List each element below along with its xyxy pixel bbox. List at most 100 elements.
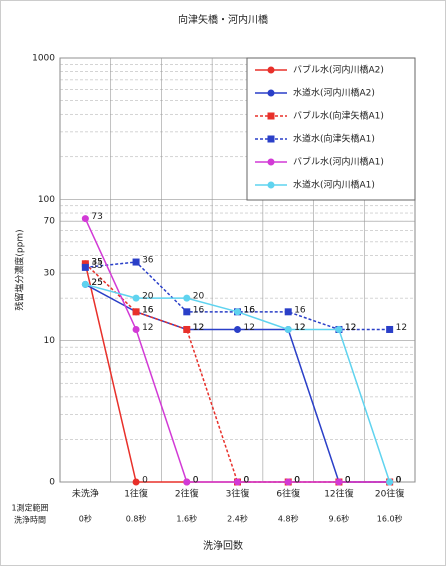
time-label: 4.8秒 xyxy=(278,514,299,524)
y-tick-label: 30 xyxy=(44,269,56,279)
y-tick-label: 1000 xyxy=(32,54,55,64)
point xyxy=(81,260,89,268)
x-tick-label: 20往復 xyxy=(375,488,404,500)
point xyxy=(183,478,191,486)
data-label: 0 xyxy=(244,476,250,486)
y-tick-label: 100 xyxy=(38,195,55,205)
x-tick-label: 1往復 xyxy=(124,488,148,500)
data-label: 12 xyxy=(345,323,356,333)
data-label: 12 xyxy=(142,323,153,333)
point xyxy=(284,325,292,333)
point xyxy=(132,308,140,316)
y-axis-title: 残留塩分濃度(ppm) xyxy=(14,229,26,310)
data-label: 0 xyxy=(244,476,250,486)
x-tick-label: 3往復 xyxy=(226,488,250,500)
point xyxy=(284,308,292,316)
data-label: 0 xyxy=(345,476,351,486)
data-label: 16 xyxy=(142,305,154,315)
time-label: 0秒 xyxy=(79,514,92,524)
data-label: 35 xyxy=(91,257,102,267)
point xyxy=(335,325,343,333)
data-label: 36 xyxy=(142,256,154,266)
data-label: 33 xyxy=(91,261,102,271)
data-label: 35 xyxy=(91,257,102,267)
data-label: 0 xyxy=(193,476,199,486)
y-tick-label: 10 xyxy=(44,336,56,346)
time-header: 1測定範囲 xyxy=(11,503,48,513)
data-label: 20 xyxy=(193,292,205,302)
x-tick-label: 2往復 xyxy=(175,488,199,500)
x-tick-label: 12往復 xyxy=(324,488,353,500)
point xyxy=(132,294,140,302)
legend-marker xyxy=(267,181,275,189)
point xyxy=(81,215,89,223)
point xyxy=(284,478,292,486)
data-label: 12 xyxy=(193,323,204,333)
x-tick-label: 未洗浄 xyxy=(72,488,99,500)
data-label: 0 xyxy=(193,476,199,486)
data-label: 0 xyxy=(396,476,402,486)
data-label: 16 xyxy=(294,305,306,315)
point xyxy=(132,478,140,486)
point xyxy=(234,325,241,333)
data-label: 0 xyxy=(294,476,300,486)
point xyxy=(386,478,394,486)
legend-label: 水道水(河内川橋A2) xyxy=(293,87,375,99)
data-label: 0 xyxy=(345,476,351,486)
point xyxy=(81,263,89,271)
data-label: 0 xyxy=(294,476,300,486)
data-label: 16 xyxy=(193,305,205,315)
time-label: 0.8秒 xyxy=(126,514,147,524)
legend-label: 水道水(向津矢橋A1) xyxy=(293,133,375,145)
data-label: 12 xyxy=(294,323,305,333)
time-label: 1.6秒 xyxy=(176,514,197,524)
legend-label: 水道水(河内川橋A1) xyxy=(293,179,375,191)
data-label: 0 xyxy=(396,476,402,486)
x-axis-title: 洗浄回数 xyxy=(203,539,243,552)
data-label: 0 xyxy=(396,476,402,486)
y-tick-label: 70 xyxy=(44,217,56,227)
point xyxy=(81,280,89,288)
point xyxy=(183,308,191,316)
time-label: 2.4秒 xyxy=(227,514,248,524)
data-label: 0 xyxy=(294,476,300,486)
time-header: 洗浄時間 xyxy=(14,515,46,525)
legend-marker xyxy=(267,66,275,74)
data-label: 20 xyxy=(142,292,154,302)
point xyxy=(183,325,191,333)
y-tick-label: 0 xyxy=(49,478,55,488)
legend-marker xyxy=(267,135,275,143)
data-label: 12 xyxy=(244,323,255,333)
point xyxy=(132,258,140,266)
point xyxy=(386,325,394,333)
point xyxy=(234,478,241,486)
data-label: 0 xyxy=(345,476,351,486)
point xyxy=(234,308,241,316)
time-label: 9.6秒 xyxy=(329,514,350,524)
data-label: 12 xyxy=(294,323,305,333)
data-label: 0 xyxy=(244,476,250,486)
data-label: 16 xyxy=(142,305,154,315)
legend-box xyxy=(246,57,416,201)
legend-label: バブル水(向津矢橋A1) xyxy=(293,110,384,122)
data-label: 0 xyxy=(396,476,402,486)
legend-label: バブル水(河内川橋A2) xyxy=(293,64,384,76)
data-label: 25 xyxy=(91,278,102,288)
data-label: 25 xyxy=(91,278,102,288)
data-label: 0 xyxy=(396,476,402,486)
legend-marker xyxy=(267,112,275,120)
data-label: 16 xyxy=(244,305,256,315)
point xyxy=(335,478,343,486)
x-tick-label: 6往復 xyxy=(276,488,300,500)
data-label: 73 xyxy=(91,212,102,222)
data-label: 12 xyxy=(345,323,356,333)
point xyxy=(183,294,191,302)
data-label: 16 xyxy=(244,305,256,315)
data-label: 12 xyxy=(193,323,204,333)
legend-marker xyxy=(267,89,275,97)
point xyxy=(132,325,140,333)
time-label: 16.0秒 xyxy=(377,514,403,524)
data-label: 0 xyxy=(345,476,351,486)
legend-label: バブル水(河内川橋A1) xyxy=(293,156,384,168)
